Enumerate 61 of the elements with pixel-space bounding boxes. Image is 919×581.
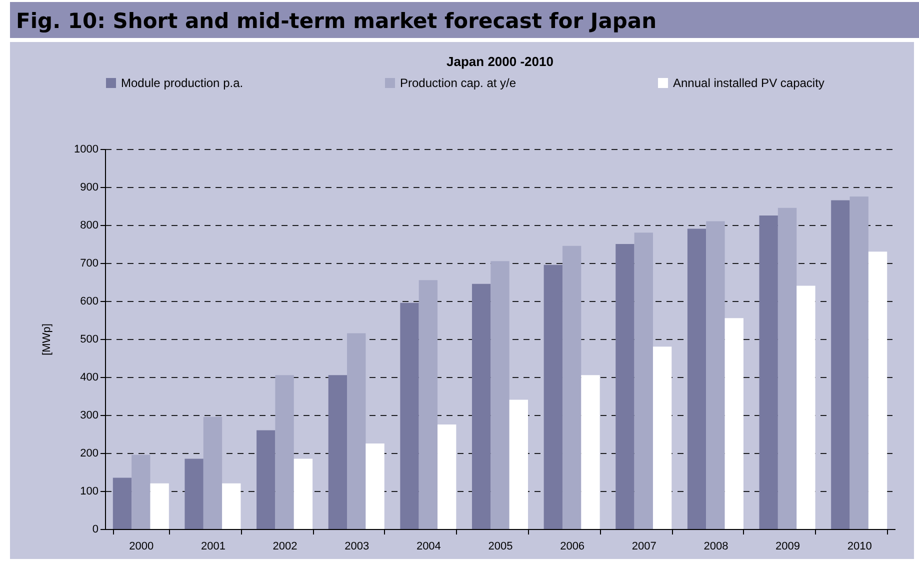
x-tick-label: 2002 — [272, 540, 298, 552]
bar — [400, 302, 419, 529]
bar — [184, 458, 204, 529]
y-tick-label: 100 — [80, 486, 98, 498]
bar — [562, 246, 582, 529]
legend-label: Production cap. at y/e — [400, 76, 516, 90]
bar — [634, 232, 653, 529]
bar — [759, 216, 778, 529]
bar — [203, 416, 222, 529]
bar — [418, 280, 438, 529]
y-tick-label: 400 — [80, 372, 98, 384]
bar — [831, 200, 850, 529]
x-tick-label: 2000 — [129, 540, 154, 552]
legend-label: Module production p.a. — [121, 76, 244, 90]
y-tick-label: 200 — [80, 448, 98, 460]
bar — [347, 333, 366, 529]
bar — [544, 264, 562, 529]
bar — [581, 375, 600, 529]
x-tick-label: 2008 — [704, 540, 728, 552]
x-tick-label: 2006 — [560, 540, 585, 552]
y-tick-label: 900 — [80, 182, 98, 194]
y-tick-label: 500 — [80, 334, 98, 346]
x-tick-label: 2001 — [200, 540, 226, 552]
legend-label: Annual installed PV capacity — [673, 76, 824, 90]
chart-subtitle: Japan 2000 -2010 — [446, 54, 554, 69]
x-tick-label: 2003 — [344, 540, 370, 552]
y-axis-title: [MWp] — [41, 324, 54, 356]
chart-title: Fig. 10: Short and mid-term market forecast for Japan — [10, 2, 919, 38]
x-tick-label: 2009 — [776, 540, 800, 552]
bar — [132, 454, 150, 529]
y-tick-label: 1000 — [74, 144, 98, 156]
bar — [328, 375, 348, 529]
bar — [724, 318, 744, 529]
bar — [256, 430, 276, 529]
bar — [150, 483, 169, 529]
y-tick-label: 800 — [80, 220, 98, 232]
bar — [616, 244, 634, 529]
x-tick-label: 2007 — [632, 540, 656, 552]
x-tick-label: 2005 — [488, 540, 513, 552]
bar — [706, 221, 725, 529]
bar — [778, 208, 797, 529]
bar — [687, 228, 706, 529]
bar — [275, 375, 294, 529]
y-tick-label: 300 — [80, 410, 98, 422]
bar — [438, 424, 456, 529]
x-tick-label: 2004 — [416, 540, 441, 552]
bar — [366, 444, 384, 529]
bar — [472, 284, 491, 529]
y-tick-label: 700 — [80, 258, 98, 270]
bar — [850, 196, 868, 529]
y-tick-label: 0 — [92, 524, 98, 536]
bar — [868, 252, 888, 529]
bar — [490, 261, 510, 529]
y-tick-label: 600 — [80, 296, 98, 308]
bar — [652, 346, 672, 529]
bar — [294, 458, 313, 529]
bar — [509, 400, 528, 529]
bar — [222, 483, 241, 529]
x-tick-label: 2010 — [847, 540, 872, 552]
bar — [112, 478, 132, 529]
bar — [796, 286, 816, 529]
